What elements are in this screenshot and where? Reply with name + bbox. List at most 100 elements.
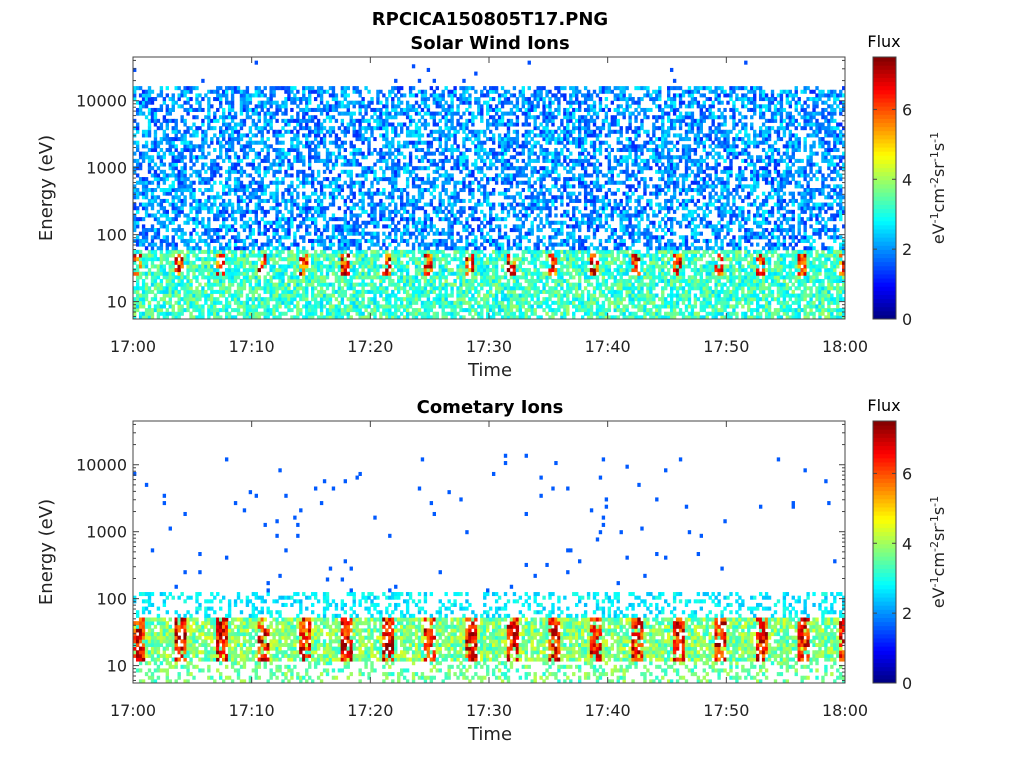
- heat-cell: [328, 315, 333, 320]
- heat-cell: [456, 122, 460, 127]
- heat-cell: [474, 97, 478, 102]
- heat-cell: [135, 86, 140, 91]
- heat-cell: [230, 137, 235, 142]
- heat-cell: [308, 93, 312, 98]
- heat-cell: [165, 147, 169, 153]
- heat-cell: [438, 137, 442, 142]
- heat-cell: [459, 268, 463, 273]
- heat-cell: [420, 122, 425, 127]
- heat-cell: [465, 235, 469, 240]
- heat-cell: [411, 289, 416, 294]
- heat-cell: [195, 224, 199, 229]
- heat-cell: [227, 137, 232, 142]
- heat-cell: [207, 100, 211, 105]
- heat-cell: [311, 89, 315, 94]
- heat-cell: [503, 173, 508, 178]
- heat-cell: [334, 155, 339, 160]
- heat-cell: [159, 246, 164, 251]
- heat-cell: [385, 275, 389, 280]
- heat-cell: [219, 213, 223, 218]
- heat-cell: [450, 238, 454, 243]
- heat-cell: [364, 107, 368, 112]
- heat-cell: [224, 151, 229, 156]
- heat-cell: [144, 235, 149, 240]
- heat-cell: [207, 308, 211, 313]
- heat-cell: [379, 286, 383, 291]
- heat-cell: [426, 293, 431, 298]
- heat-cell: [391, 278, 395, 284]
- heat-cell: [278, 202, 282, 207]
- heat-cell: [391, 268, 395, 273]
- heat-cell: [189, 231, 193, 236]
- heat-cell: [204, 260, 208, 265]
- heat-cell: [216, 217, 220, 222]
- heat-cell: [239, 198, 244, 203]
- heat-cell: [400, 111, 404, 116]
- heat-cell: [471, 118, 475, 123]
- heat-cell: [349, 140, 353, 145]
- heat-cell: [245, 195, 250, 200]
- heat-cell: [171, 129, 175, 134]
- heat-cell: [141, 89, 146, 94]
- heat-cell: [144, 144, 149, 149]
- heat-cell: [497, 242, 502, 247]
- heat-cell: [133, 86, 137, 91]
- heat-cell: [429, 198, 434, 203]
- heat-cell: [284, 311, 288, 316]
- heat-cell: [402, 209, 407, 214]
- heat-cell: [189, 188, 193, 193]
- heat-cell: [397, 162, 401, 167]
- heat-cell: [263, 122, 267, 127]
- heat-cell: [367, 169, 371, 174]
- heat-cell: [198, 308, 202, 313]
- heat-cell: [305, 275, 309, 280]
- heat-cell: [423, 89, 428, 94]
- heat-cell: [165, 173, 169, 178]
- heat-cell: [308, 97, 312, 102]
- heat-cell: [503, 188, 508, 193]
- heat-cell: [266, 308, 270, 313]
- heat-cell: [438, 300, 442, 305]
- heat-cell: [435, 184, 439, 189]
- heat-cell: [239, 293, 244, 298]
- heat-cell: [382, 144, 386, 149]
- heat-cell: [311, 220, 315, 225]
- heat-cell: [275, 195, 279, 200]
- heat-cell: [388, 235, 392, 240]
- heat-cell: [266, 278, 270, 284]
- heat-cell: [159, 286, 164, 291]
- heat-cell: [382, 238, 386, 243]
- heat-cell: [308, 140, 312, 145]
- heat-cell: [210, 158, 214, 163]
- heat-cell: [284, 268, 288, 273]
- heat-cell: [293, 155, 297, 160]
- heat-cell: [248, 173, 253, 178]
- heat-cell: [370, 195, 374, 200]
- heat-cell: [438, 278, 442, 284]
- heat-cell: [379, 315, 383, 320]
- heat-cell: [364, 271, 368, 276]
- heat-cell: [397, 304, 401, 309]
- heat-cell: [331, 198, 336, 203]
- heat-cell: [165, 253, 169, 258]
- heat-cell: [325, 184, 330, 189]
- heat-cell: [219, 115, 223, 120]
- heat-cell: [311, 311, 315, 316]
- heat-cell: [311, 129, 315, 134]
- heat-cell: [343, 264, 347, 269]
- heat-cell: [183, 177, 187, 182]
- heat-cell: [302, 93, 306, 98]
- heat-cell: [489, 89, 493, 94]
- heat-cell: [474, 242, 478, 247]
- heat-cell: [438, 151, 442, 156]
- heat-cell: [373, 268, 377, 273]
- heat-cell: [159, 213, 164, 218]
- heat-cell: [373, 257, 377, 262]
- heat-cell: [290, 191, 294, 196]
- heat-cell: [195, 217, 199, 222]
- heat-cell: [444, 137, 448, 142]
- heat-cell: [183, 166, 187, 171]
- heat-cell: [426, 311, 431, 316]
- heat-cell: [171, 140, 175, 145]
- heat-cell: [227, 278, 232, 284]
